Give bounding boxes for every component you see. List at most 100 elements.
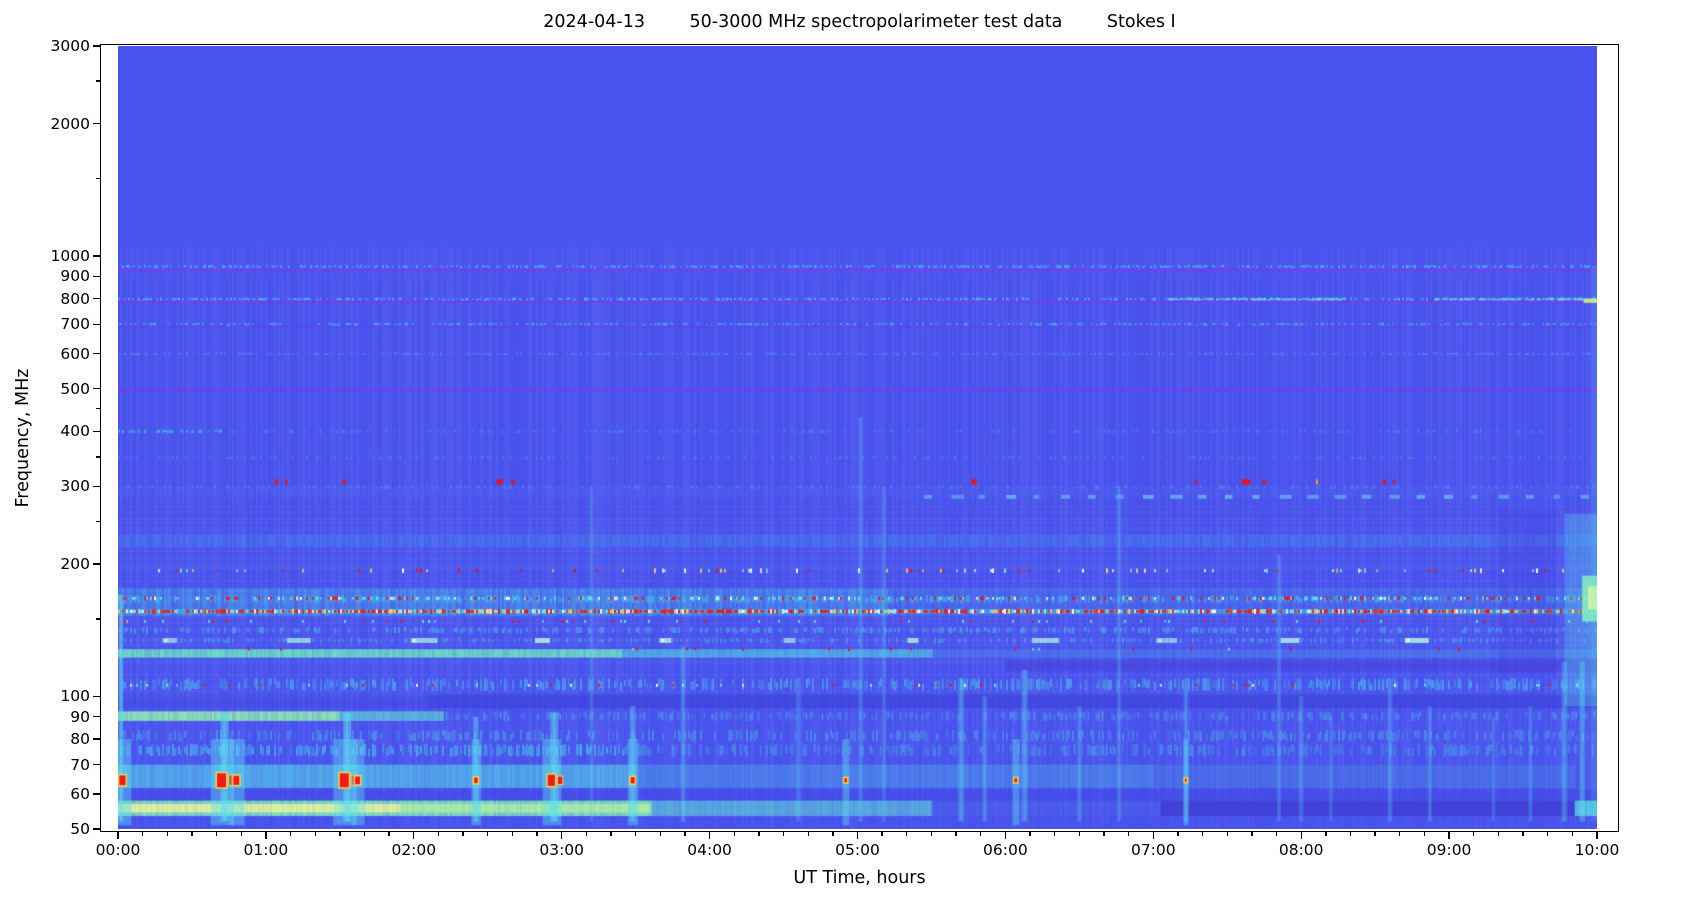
x-minor-tick	[141, 832, 144, 836]
x-minor-tick	[1177, 832, 1179, 836]
y-minor-tick	[96, 408, 100, 410]
y-tick-label: 800	[60, 289, 90, 308]
x-minor-tick	[1251, 832, 1253, 836]
x-minor-tick	[240, 832, 242, 836]
x-minor-tick	[1325, 832, 1327, 836]
y-tick-label: 1000	[50, 247, 90, 266]
x-tick	[708, 832, 711, 839]
x-minor-tick	[1423, 832, 1426, 836]
y-tick	[93, 255, 100, 257]
y-tick	[93, 763, 100, 766]
x-tick-label: 08:00	[1278, 841, 1324, 859]
x-minor-tick	[1078, 832, 1081, 836]
y-tick	[93, 828, 100, 830]
y-tick-label: 60	[70, 785, 90, 804]
spectrogram-canvas	[118, 46, 1597, 829]
y-tick-label: 90	[70, 707, 90, 726]
x-minor-tick	[634, 832, 637, 836]
x-minor-tick	[388, 832, 390, 836]
x-tick-label: 02:00	[391, 841, 437, 859]
chart-title: 2024-04-13 50-3000 MHz spectropolarimete…	[543, 12, 1176, 32]
y-tick-label: 3000	[50, 37, 90, 55]
x-tick	[1596, 832, 1598, 839]
y-tick-label: 400	[60, 422, 90, 441]
y-tick	[93, 45, 100, 47]
x-minor-tick	[906, 832, 908, 836]
y-minor-tick	[96, 618, 100, 620]
x-minor-tick	[1226, 832, 1228, 836]
y-tick-label: 700	[60, 315, 90, 334]
x-minor-tick	[191, 832, 193, 836]
x-minor-tick	[1522, 832, 1524, 836]
x-tick	[1448, 832, 1450, 839]
y-tick	[93, 738, 100, 740]
x-minor-tick	[807, 832, 809, 836]
x-tick-label: 06:00	[983, 841, 1028, 859]
y-minor-tick	[96, 456, 100, 458]
x-tick-label: 05:00	[835, 841, 880, 859]
y-minor-tick	[96, 520, 100, 522]
x-tick-label: 07:00	[1130, 841, 1176, 859]
y-tick-label: 600	[60, 344, 90, 363]
x-minor-tick	[1473, 832, 1475, 836]
x-minor-tick	[339, 832, 341, 836]
x-minor-tick	[881, 832, 883, 836]
x-minor-tick	[1201, 832, 1204, 836]
x-minor-tick	[363, 832, 366, 836]
y-tick	[93, 275, 100, 277]
x-tick-label: 03:00	[539, 841, 585, 859]
x-tick	[413, 832, 415, 839]
y-tick	[93, 323, 100, 325]
y-tick	[93, 485, 100, 488]
y-tick-label: 100	[60, 687, 90, 706]
x-minor-tick	[955, 832, 957, 836]
x-minor-tick	[733, 832, 735, 836]
y-tick	[93, 563, 100, 565]
x-minor-tick	[511, 832, 514, 836]
x-tick-label: 01:00	[243, 841, 289, 859]
y-minor-tick	[96, 80, 100, 82]
x-minor-tick	[610, 832, 612, 836]
y-tick	[93, 122, 100, 125]
y-tick	[93, 353, 100, 355]
x-minor-tick	[585, 832, 588, 836]
x-minor-tick	[1127, 832, 1130, 836]
x-minor-tick	[1103, 832, 1105, 836]
x-minor-tick	[1374, 832, 1376, 836]
x-axis-label: UT Time, hours	[793, 868, 926, 888]
y-tick-label: 70	[70, 755, 90, 774]
x-minor-tick	[1571, 832, 1574, 836]
x-tick-label: 04:00	[687, 841, 732, 859]
x-minor-tick	[1399, 832, 1401, 836]
x-minor-tick	[659, 832, 661, 836]
x-minor-tick	[536, 832, 538, 836]
x-minor-tick	[930, 832, 933, 836]
x-tick-label: 09:00	[1426, 841, 1472, 859]
x-minor-tick	[462, 832, 464, 836]
x-tick	[856, 832, 859, 839]
x-tick	[117, 832, 119, 839]
x-minor-tick	[1547, 832, 1549, 836]
y-tick-label: 50	[70, 820, 90, 838]
x-tick-label: 00:00	[95, 841, 141, 859]
y-tick	[93, 793, 100, 795]
x-tick	[561, 832, 563, 839]
x-minor-tick	[166, 832, 168, 836]
y-tick-label: 300	[60, 477, 90, 496]
x-minor-tick	[1349, 832, 1352, 836]
x-minor-tick	[1497, 832, 1500, 836]
y-tick	[93, 430, 100, 433]
x-minor-tick	[1054, 832, 1056, 836]
x-tick	[1004, 832, 1007, 839]
x-minor-tick	[487, 832, 489, 836]
y-tick-label: 500	[60, 379, 90, 398]
x-minor-tick	[1029, 832, 1031, 836]
y-tick-label: 200	[60, 554, 90, 573]
y-tick-label: 900	[60, 267, 90, 286]
y-tick	[93, 387, 100, 390]
y-minor-tick	[96, 177, 100, 180]
x-tick-label: 10:00	[1574, 841, 1620, 859]
x-tick	[1300, 832, 1302, 839]
x-minor-tick	[832, 832, 834, 836]
